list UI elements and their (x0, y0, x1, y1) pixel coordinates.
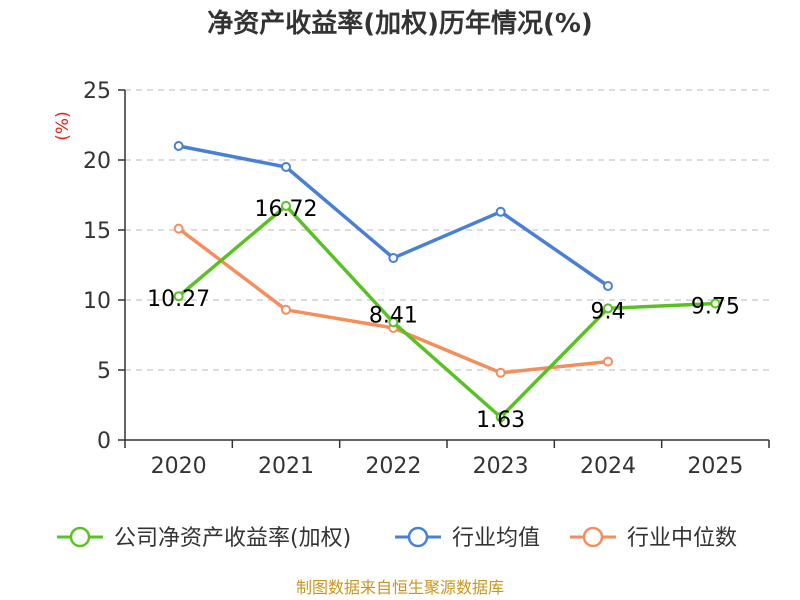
data-label: 9.75 (691, 295, 740, 320)
legend-item-2[interactable]: 行业中位数 (570, 526, 737, 551)
data-labels: 10.27 16.72 8.41 1.63 9.4 9.75 (147, 197, 740, 433)
data-point[interactable] (603, 281, 613, 291)
legend-marker-icon (69, 526, 91, 548)
data-point[interactable] (495, 206, 506, 217)
data-point[interactable] (388, 317, 399, 328)
data-point[interactable] (173, 141, 184, 151)
y-tick-label: 10 (83, 289, 111, 314)
y-tick-label: 5 (97, 359, 111, 384)
data-point[interactable] (281, 200, 291, 211)
y-tick-label: 0 (97, 429, 111, 454)
legend-label: 公司净资产收益率(加权) (114, 526, 351, 551)
series-lines (173, 141, 721, 423)
data-label: 9.4 (591, 299, 626, 324)
data-label: 8.41 (369, 303, 418, 328)
x-tick-label: 2022 (365, 454, 421, 479)
legend-marker-icon (407, 526, 429, 548)
data-point[interactable] (388, 253, 399, 263)
y-tick-label: 20 (83, 149, 111, 174)
legend-item-0[interactable]: 公司净资产收益率(加权) (57, 526, 351, 551)
data-point[interactable] (603, 356, 613, 367)
x-tick-label: 2025 (687, 454, 743, 479)
data-point[interactable] (710, 298, 721, 309)
data-point[interactable] (495, 412, 506, 423)
data-point[interactable] (495, 367, 506, 378)
data-point[interactable] (173, 291, 184, 302)
chart-title: 净资产收益率(加权)历年情况(%) (207, 8, 593, 39)
x-tick-label: 2024 (580, 454, 636, 479)
legend[interactable]: 公司净资产收益率(加权) 行业均值 行业中位数 (57, 526, 737, 551)
x-tick-label: 2023 (473, 454, 529, 479)
series-line-1 (176, 144, 610, 288)
legend-item-1[interactable]: 行业均值 (395, 526, 540, 551)
data-label: 16.72 (255, 197, 318, 222)
data-point[interactable] (281, 162, 291, 172)
data-point[interactable] (281, 304, 291, 315)
data-point[interactable] (603, 303, 613, 314)
y-tick-label: 15 (83, 219, 111, 244)
x-tick-label: 2021 (258, 454, 314, 479)
series-line-2 (176, 226, 610, 375)
data-source-note: 制图数据来自恒生聚源数据库 (296, 578, 504, 597)
legend-label: 行业中位数 (627, 526, 737, 551)
legend-label: 行业均值 (452, 526, 540, 551)
x-tick-label: 2020 (151, 454, 207, 479)
legend-marker-icon (582, 526, 604, 548)
data-point[interactable] (173, 223, 184, 234)
y-axis-unit-label: (%) (53, 111, 73, 140)
y-tick-label: 25 (83, 79, 111, 104)
series-line-0 (176, 204, 718, 419)
gridlines (125, 89, 769, 371)
data-label: 1.63 (476, 408, 525, 433)
data-label: 10.27 (147, 287, 210, 312)
